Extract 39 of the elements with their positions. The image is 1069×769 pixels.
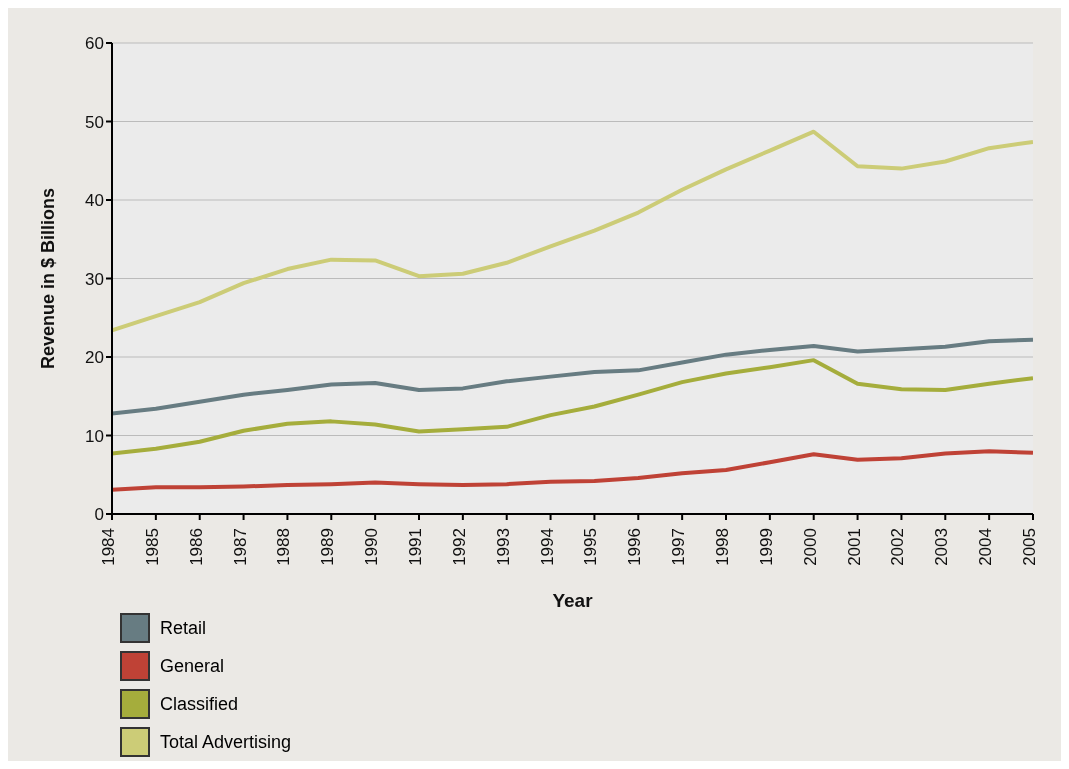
y-tick-label: 60 — [85, 34, 104, 54]
x-tick-label: 1995 — [581, 528, 601, 566]
x-tick-label: 2001 — [844, 528, 864, 566]
x-tick-label: 1990 — [362, 528, 382, 566]
x-tick-label: 1986 — [186, 528, 206, 566]
legend-label: Classified — [160, 693, 239, 715]
x-tick-label: 1992 — [449, 528, 469, 566]
x-tick-label: 2005 — [1020, 528, 1040, 566]
x-tick-label: 1993 — [493, 528, 513, 566]
line-series — [112, 449, 1033, 492]
x-tick-label: 1998 — [713, 528, 733, 566]
x-tick-label: 1988 — [274, 528, 294, 566]
x-tick-label: 1985 — [142, 528, 162, 566]
y-tick-label: 20 — [85, 348, 104, 368]
x-axis-title: Year — [552, 590, 594, 611]
y-tick-label: 0 — [94, 505, 104, 525]
x-tick-label: 1997 — [669, 528, 689, 566]
x-tick-label: 1999 — [756, 528, 776, 566]
x-tick-label: 1984 — [99, 528, 119, 566]
x-tick-label: 2000 — [800, 528, 820, 566]
line-series — [112, 337, 1033, 416]
y-tick-label: 50 — [85, 112, 104, 132]
legend-label: Retail — [160, 617, 207, 639]
x-tick-label: 2004 — [976, 528, 996, 566]
x-tick-label: 1991 — [406, 528, 426, 566]
x-tick-label: 2003 — [932, 528, 952, 566]
line-series — [112, 358, 1033, 456]
x-tick-label: 1996 — [625, 528, 645, 566]
y-axis-title: Revenue in $ Billions — [38, 187, 59, 370]
legend-label: General — [160, 655, 225, 677]
y-tick-label: 10 — [85, 426, 104, 446]
line-series — [112, 129, 1033, 333]
x-tick-label: 1987 — [230, 528, 250, 566]
x-tick-label: 1994 — [537, 528, 557, 566]
y-tick-label: 30 — [85, 269, 104, 289]
x-tick-label: 1989 — [318, 528, 338, 566]
y-tick-label: 40 — [85, 191, 104, 211]
x-tick-label: 2002 — [888, 528, 908, 566]
legend-label: Total Advertising — [160, 731, 292, 753]
